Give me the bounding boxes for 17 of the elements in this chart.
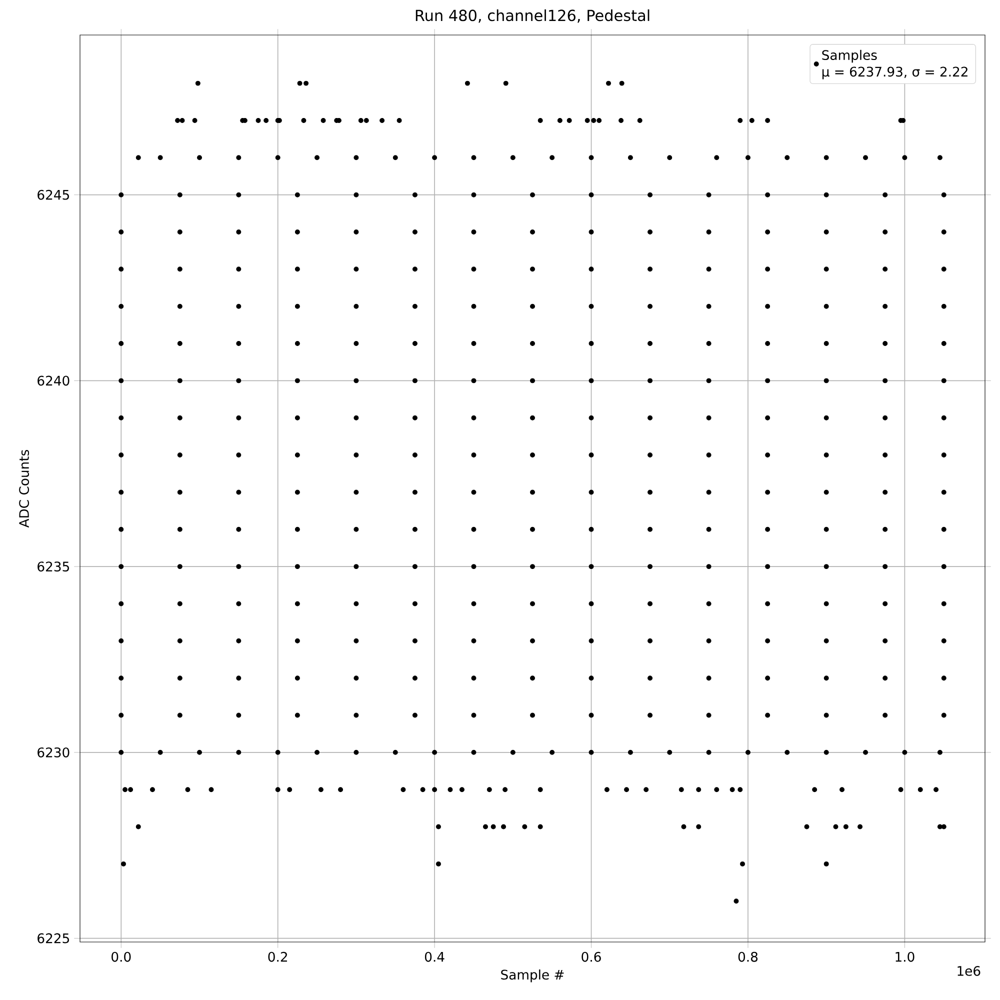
x-tick-label: 0.4 [424, 952, 444, 962]
y-axis-title: ADC Counts [19, 450, 30, 528]
y-tick-label: 6245 [38, 190, 69, 200]
x-tick-label: 0.8 [738, 952, 758, 962]
y-tick-label: 6240 [38, 376, 70, 386]
x-tick-label: 0.6 [582, 952, 601, 962]
y-tick-label: 6225 [38, 933, 69, 944]
x-tick-label: 1.0 [896, 952, 914, 962]
legend-label: Samples [822, 50, 877, 63]
text: 1e6 [958, 966, 980, 976]
x-axis-title: Sample # [501, 969, 564, 982]
y-tick-label: 6235 [38, 562, 69, 572]
annotation: μ = 6237.93, σ = 2.22 [822, 66, 968, 80]
chart-title: Run 480, channel126, Pedestal [416, 9, 650, 23]
x-tick-label: 0.2 [268, 952, 287, 962]
y-tick-label: 6230 [38, 747, 70, 758]
x-tick-label: 0.0 [112, 952, 131, 962]
